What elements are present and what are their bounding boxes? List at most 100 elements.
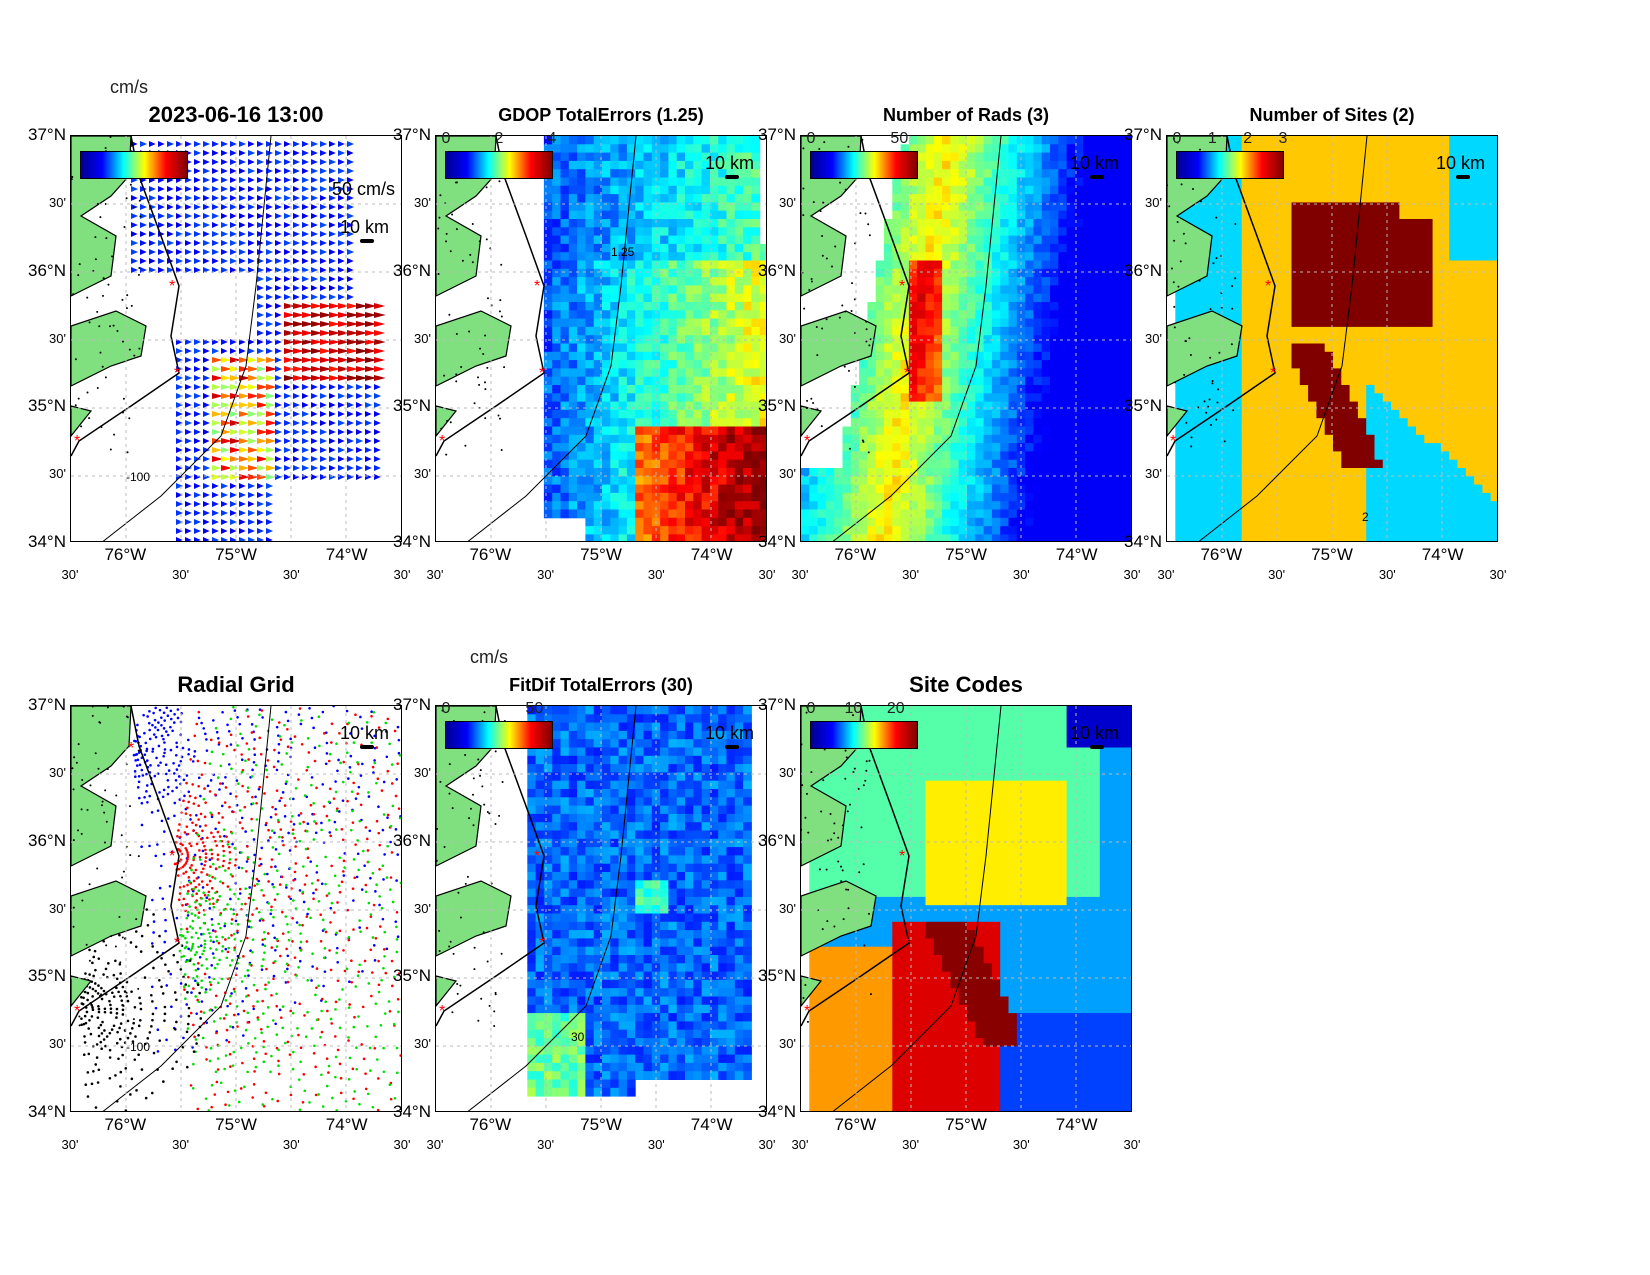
heat-cell <box>1124 484 1131 494</box>
heat-cell <box>593 409 603 419</box>
heat-cell <box>892 393 902 403</box>
heat-cell <box>743 434 752 444</box>
heat-cell <box>842 509 852 519</box>
current-vector <box>356 303 368 309</box>
heat-cell <box>1349 227 1359 237</box>
heat-cell <box>1050 534 1059 541</box>
current-vector <box>176 456 183 462</box>
heat-cell <box>751 293 761 303</box>
heat-cell <box>1066 169 1076 178</box>
heat-cell <box>618 401 628 411</box>
heat-cell <box>1216 260 1226 270</box>
heat-cell <box>1099 310 1109 320</box>
current-vector <box>194 159 201 165</box>
current-vector <box>194 231 202 237</box>
heat-cell <box>1308 302 1317 311</box>
heat-cell <box>668 144 678 154</box>
heat-cell <box>991 368 1001 378</box>
island <box>847 369 850 372</box>
heat-cell <box>892 484 902 494</box>
island <box>468 330 471 333</box>
heat-cell <box>917 468 926 477</box>
heat-cell <box>1016 368 1026 378</box>
current-vector <box>212 393 224 399</box>
heat-cell <box>610 376 620 386</box>
heat-cell <box>643 484 653 494</box>
heat-cell <box>1041 459 1051 469</box>
heat-cell <box>1233 185 1243 195</box>
heat-cell <box>867 426 877 436</box>
heat-cell <box>685 401 694 411</box>
heat-cell <box>1091 459 1101 469</box>
heat-cell <box>1225 219 1234 228</box>
heat-cell <box>635 185 644 195</box>
heat-cell <box>585 235 595 245</box>
current-vector <box>257 222 264 228</box>
heat-cell <box>958 277 968 286</box>
current-vector <box>203 150 210 156</box>
heat-cell <box>1457 277 1467 286</box>
heat-cell <box>743 326 752 336</box>
heat-cell <box>908 492 918 502</box>
heat-cell <box>917 376 926 386</box>
heat-cell <box>1216 243 1226 253</box>
heat-cell <box>1324 285 1334 295</box>
heat-cell <box>1333 219 1342 228</box>
heat-cell <box>850 401 860 411</box>
heat-cell <box>734 509 744 519</box>
heat-cell <box>734 302 744 311</box>
heat-cell <box>577 252 586 261</box>
current-vector <box>176 222 183 228</box>
heat-cell <box>602 418 611 427</box>
heat-cell <box>884 451 893 461</box>
heat-cell <box>1016 409 1026 419</box>
current-vector <box>293 222 300 228</box>
heat-cell <box>875 409 885 419</box>
island <box>819 210 822 213</box>
current-vector <box>212 465 222 471</box>
heat-cell <box>900 177 910 187</box>
current-vector <box>374 429 381 435</box>
heat-cell <box>1108 443 1117 452</box>
heat-cell <box>950 227 960 237</box>
heat-cell <box>685 293 694 303</box>
heat-cell <box>1274 219 1284 228</box>
heat-cell <box>908 343 918 353</box>
current-vector <box>266 294 274 300</box>
heat-cell <box>759 476 766 486</box>
heat-cell <box>1050 160 1059 170</box>
current-vector <box>158 204 165 210</box>
heat-cell <box>834 484 843 494</box>
heat-cell <box>1000 534 1009 541</box>
heat-cell <box>950 326 960 336</box>
heat-cell <box>676 252 686 261</box>
heat-cell <box>859 526 868 535</box>
heat-cell <box>1266 194 1276 203</box>
heat-cell <box>1008 368 1018 378</box>
heat-cell <box>743 136 752 145</box>
heat-cell <box>1008 293 1018 303</box>
current-vector <box>221 537 229 541</box>
heat-cell <box>585 185 595 195</box>
heat-cell <box>552 434 561 444</box>
heat-cell <box>950 534 960 541</box>
heat-cell <box>1033 144 1043 154</box>
heat-cell <box>1341 136 1351 145</box>
heat-cell <box>1465 268 1475 278</box>
heat-cell <box>950 443 960 452</box>
heat-cell <box>726 418 736 427</box>
heat-cell <box>975 426 985 436</box>
heat-cell <box>1366 277 1375 286</box>
heat-cell <box>1465 194 1475 203</box>
heat-cell <box>668 393 678 403</box>
heat-cell <box>759 492 766 502</box>
heat-cell <box>884 310 893 320</box>
heat-cell <box>635 293 644 303</box>
heat-cell <box>726 468 736 477</box>
heat-cell <box>1266 210 1276 220</box>
heat-cell <box>618 185 628 195</box>
current-vector <box>140 204 148 210</box>
current-vector <box>212 429 222 435</box>
current-vector <box>230 519 238 525</box>
heat-cell <box>1041 177 1051 187</box>
